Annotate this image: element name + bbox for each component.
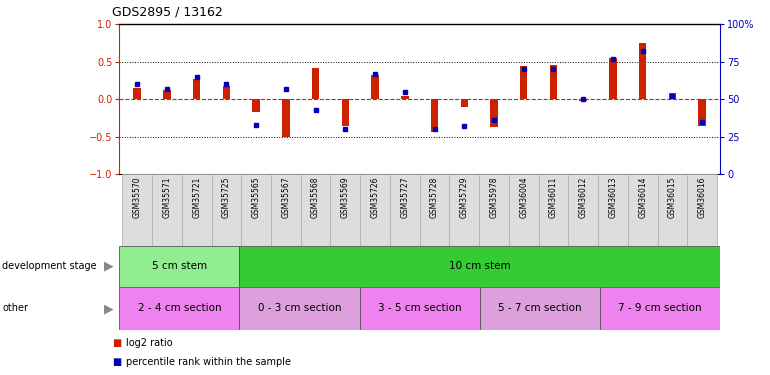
Bar (182, 174, 212, 246)
Bar (520, 66, 527, 99)
Text: GSM36014: GSM36014 (638, 177, 647, 218)
Bar (509, 174, 538, 246)
Text: GSM35978: GSM35978 (490, 177, 498, 218)
Bar (628, 174, 658, 246)
Text: GSM35725: GSM35725 (222, 177, 231, 218)
Text: GSM35569: GSM35569 (341, 177, 350, 218)
Bar (163, 90, 171, 99)
Text: GSM35568: GSM35568 (311, 177, 320, 218)
Text: GSM36004: GSM36004 (519, 177, 528, 218)
Text: percentile rank within the sample: percentile rank within the sample (126, 357, 290, 367)
Bar (639, 43, 646, 99)
Bar (550, 65, 557, 99)
Text: GSM35729: GSM35729 (460, 177, 469, 218)
Text: GSM35726: GSM35726 (370, 177, 380, 218)
Bar (119, 246, 239, 287)
Text: GSM35571: GSM35571 (162, 177, 172, 218)
Bar (360, 287, 480, 330)
Bar (193, 79, 200, 99)
Bar (330, 174, 360, 246)
Text: GSM35567: GSM35567 (281, 177, 290, 218)
Bar (239, 246, 720, 287)
Bar (580, 99, 587, 101)
Text: ▶: ▶ (104, 302, 114, 315)
Text: development stage: development stage (2, 261, 97, 271)
Text: GSM35565: GSM35565 (252, 177, 260, 218)
Bar (490, 99, 497, 127)
Text: ■: ■ (112, 338, 121, 348)
Text: GSM35728: GSM35728 (430, 177, 439, 218)
Bar (401, 96, 409, 99)
Bar (301, 174, 330, 246)
Text: GSM36016: GSM36016 (698, 177, 707, 218)
Text: 3 - 5 cm section: 3 - 5 cm section (378, 303, 461, 313)
Text: GSM36013: GSM36013 (608, 177, 618, 218)
Text: ▶: ▶ (104, 260, 114, 273)
Bar (538, 174, 568, 246)
Bar (479, 174, 509, 246)
Bar (342, 99, 349, 126)
Bar (360, 174, 390, 246)
Text: 0 - 3 cm section: 0 - 3 cm section (258, 303, 341, 313)
Text: GSM36011: GSM36011 (549, 177, 558, 218)
Text: GSM36015: GSM36015 (668, 177, 677, 218)
Text: ■: ■ (112, 357, 121, 367)
Bar (241, 174, 271, 246)
Text: 5 cm stem: 5 cm stem (152, 261, 207, 271)
Bar (688, 174, 717, 246)
Text: GSM36012: GSM36012 (579, 177, 588, 218)
Bar (212, 174, 241, 246)
Text: log2 ratio: log2 ratio (126, 338, 172, 348)
Bar (430, 99, 438, 132)
Bar (282, 99, 290, 137)
Bar (119, 287, 239, 330)
Bar (239, 287, 360, 330)
Bar (371, 75, 379, 99)
Bar (450, 174, 479, 246)
Text: GDS2895 / 13162: GDS2895 / 13162 (112, 6, 223, 19)
Bar (460, 99, 468, 107)
Bar (698, 99, 706, 126)
Text: 7 - 9 cm section: 7 - 9 cm section (618, 303, 701, 313)
Text: other: other (2, 303, 28, 313)
Text: 10 cm stem: 10 cm stem (449, 261, 511, 271)
Bar (598, 174, 628, 246)
Text: 2 - 4 cm section: 2 - 4 cm section (138, 303, 221, 313)
Bar (133, 88, 141, 99)
Bar (480, 287, 600, 330)
Bar (253, 99, 259, 112)
Bar (271, 174, 301, 246)
Bar (609, 58, 617, 99)
Bar (600, 287, 720, 330)
Bar (152, 174, 182, 246)
Text: GSM35727: GSM35727 (400, 177, 410, 218)
Bar (223, 86, 230, 99)
Bar (122, 174, 152, 246)
Bar (420, 174, 450, 246)
Bar (390, 174, 420, 246)
Bar (668, 93, 676, 99)
Bar (658, 174, 688, 246)
Text: GSM35721: GSM35721 (192, 177, 201, 218)
Bar (312, 68, 320, 99)
Text: 5 - 7 cm section: 5 - 7 cm section (498, 303, 581, 313)
Bar (568, 174, 598, 246)
Text: GSM35570: GSM35570 (132, 177, 142, 218)
